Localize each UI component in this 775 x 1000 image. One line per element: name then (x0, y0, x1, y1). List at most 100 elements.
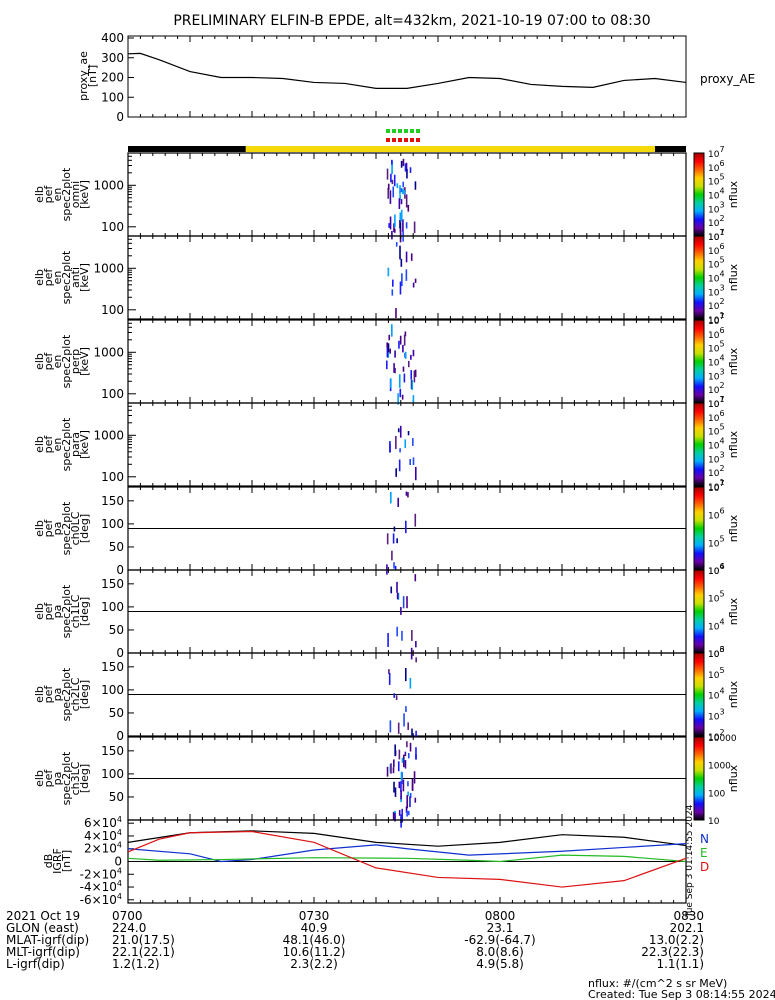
flux-stripe (410, 647, 413, 660)
ephemeris-row-label: MLAT-igrf(dip) (6, 933, 89, 947)
science-marker-green (404, 129, 408, 133)
x-tick-label: 0800 (485, 909, 516, 923)
flux-stripe (391, 160, 393, 175)
colorbar-tick-label: 103 (708, 200, 725, 215)
flux-stripe (405, 194, 408, 208)
colorbar-tick-label: 101 (708, 395, 725, 410)
colorbar-label: nflux (727, 180, 740, 208)
colorbar-tick-label: 103 (708, 645, 725, 660)
flux-stripe (398, 459, 401, 472)
colorbar-tick-label: 105 (708, 173, 725, 188)
flux-stripe (387, 183, 390, 190)
y-axis-label-line: elb (33, 770, 46, 787)
flux-stripe (386, 168, 389, 180)
y-tick-label: 4×104 (84, 828, 122, 843)
colorbar (693, 652, 705, 737)
colorbar-tick-label: 104 (708, 617, 725, 632)
y-tick-label: 1000 (93, 345, 124, 359)
colorbar-tick-label: 102 (708, 381, 725, 396)
y-axis-label-line: [deg] (78, 597, 91, 626)
flux-stripe (404, 667, 407, 682)
flux-stripe (392, 186, 395, 198)
flux-stripe (388, 223, 390, 228)
colorbar-tick-label: 105 (708, 534, 725, 549)
flux-stripe (394, 214, 396, 228)
flux-stripe (393, 693, 396, 698)
y-tick-label: 50 (109, 623, 124, 637)
flux-stripe (404, 351, 407, 359)
flux-stripe (387, 350, 390, 358)
ephemeris-value: 23.1 (487, 921, 514, 935)
y-axis-label-line: spec2plot (60, 167, 73, 221)
colorbar-tick-label: 102 (708, 214, 725, 229)
y-axis-label-line: ch3LC (69, 761, 82, 795)
flux-stripe (409, 677, 412, 689)
y-tick-label: -6×104 (80, 892, 122, 907)
colorbar-label: nflux (727, 597, 740, 625)
flux-stripe (412, 438, 414, 446)
flux-stripe (414, 574, 417, 582)
flux-stripe (415, 747, 417, 760)
flux-stripe (411, 380, 414, 391)
y-tick-label: -2×104 (80, 866, 122, 881)
y-axis-label-line: [keV] (78, 430, 91, 459)
shadow-segment (655, 146, 686, 152)
flux-stripe (392, 279, 394, 287)
y-axis-label-line: proxy_ae (77, 51, 90, 101)
y-tick-label: 0 (116, 563, 124, 577)
colorbar-tick-label: 106 (708, 409, 725, 424)
colorbar-tick-label: 103 (708, 283, 725, 298)
colorbar-tick-label: 101 (708, 311, 725, 326)
flux-stripe (394, 744, 396, 757)
y-axis-label-line: spec2plot (60, 501, 73, 555)
flux-stripe (406, 795, 408, 809)
y-axis-label-line: spec2plot (60, 417, 73, 471)
flux-stripe (396, 183, 399, 189)
flux-stripe (405, 269, 408, 281)
vertical-timestamp: Tue Sep 3 01:14:55 2024 (685, 804, 695, 918)
flux-stripe (399, 388, 402, 398)
y-tick-label: 150 (101, 577, 124, 591)
flux-stripe (406, 596, 408, 609)
y-axis-label-line: spec2plot (60, 667, 73, 721)
flux-stripe (401, 808, 404, 823)
flux-stripe (407, 753, 410, 759)
flux-stripe (405, 222, 408, 229)
flux-stripe (398, 198, 401, 209)
flux-stripe (414, 466, 417, 481)
flux-stripe (390, 763, 392, 774)
flux-stripe (402, 181, 405, 188)
y-tick-label: 1000 (93, 428, 124, 442)
colorbar-label: nflux (727, 347, 740, 375)
flux-stripe (390, 491, 392, 504)
shadow-segment (128, 146, 246, 152)
ephemeris-row-label: L-igrf(dip) (6, 957, 65, 971)
sunlit-segment (245, 146, 656, 152)
flux-stripe (390, 586, 393, 594)
y-axis-label-line: en (51, 438, 64, 452)
field-line-bx (127, 830, 687, 847)
flux-stripe (389, 441, 391, 453)
y-axis-label-line: pa (51, 605, 64, 619)
colorbar-tick-label: 1000 (708, 762, 731, 772)
colorbar-tick-label: 102 (708, 464, 725, 479)
flux-stripe (386, 766, 389, 777)
spectrogram-panel: 1001000elbpefenspec2plotanti[keV]1011021… (33, 228, 740, 326)
y-axis-label-line: [keV] (78, 347, 91, 376)
ephemeris-value: 8.0(8.6) (476, 945, 524, 959)
colorbar-tick-label: 101 (708, 478, 725, 493)
y-axis-label-line: spec2plot (60, 751, 73, 805)
y-tick-label: 200 (101, 71, 124, 85)
flux-stripe (401, 757, 404, 763)
science-marker-green (386, 129, 390, 133)
science-marker-red (398, 138, 402, 142)
y-axis-label-line: [nT] (86, 65, 99, 87)
colorbar-tick-label: 101 (708, 228, 725, 243)
flux-stripe (396, 538, 398, 544)
flux-stripe (394, 350, 396, 358)
y-axis-label-line: pef (42, 685, 55, 704)
flux-stripe (400, 781, 402, 792)
flux-stripe (399, 185, 401, 195)
flux-stripe (406, 741, 408, 748)
flux-stripe (406, 810, 408, 817)
